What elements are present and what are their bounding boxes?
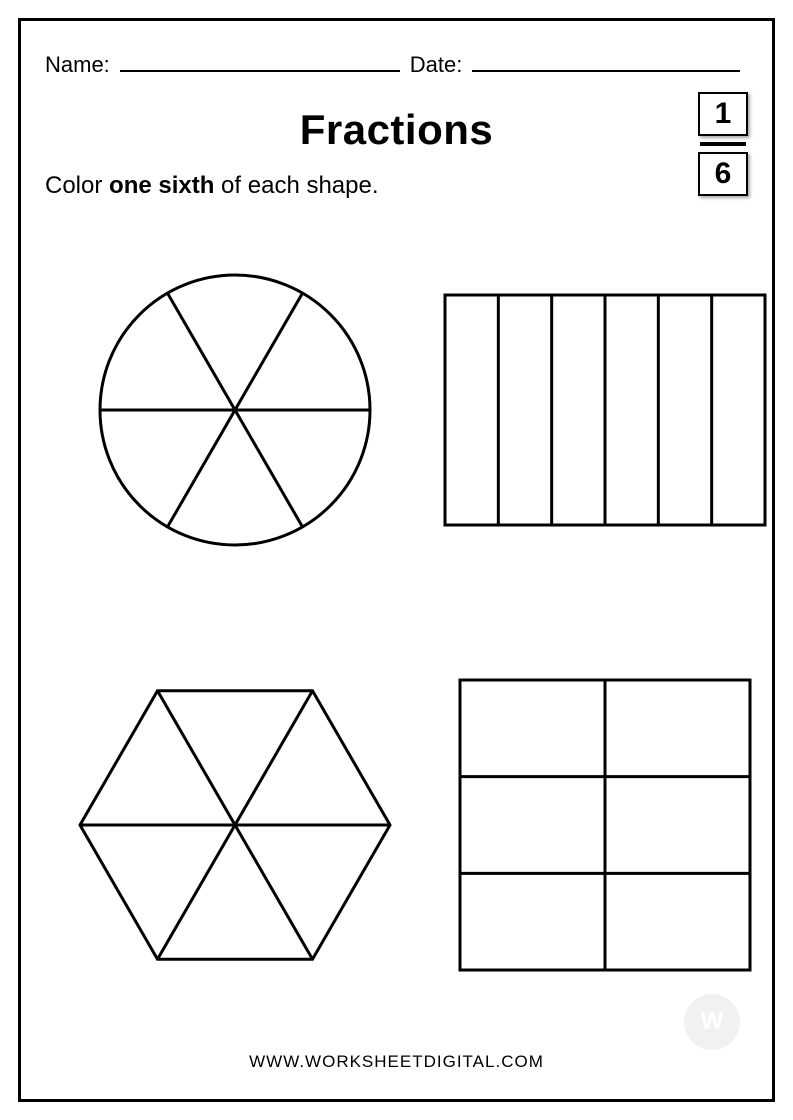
watermark-text: W <box>701 1008 724 1036</box>
fraction-bar <box>700 142 746 146</box>
instruction-bold: one sixth <box>109 172 214 199</box>
instruction-suffix: of each shape. <box>214 172 378 199</box>
title-row: Fractions 1 6 <box>45 106 748 154</box>
square-grid-svg <box>455 675 755 975</box>
shape-circle <box>70 260 400 560</box>
date-blank[interactable] <box>472 50 740 72</box>
date-label: Date: <box>410 52 463 78</box>
header-row: Name: Date: <box>45 50 748 78</box>
shape-rectangle <box>440 260 770 560</box>
name-label: Name: <box>45 52 110 78</box>
hexagon-svg <box>70 670 400 980</box>
instruction-prefix: Color <box>45 172 109 199</box>
instruction-text: Color one sixth of each shape. <box>45 172 748 200</box>
shape-hexagon <box>70 670 400 980</box>
worksheet-content: Name: Date: Fractions 1 6 Color one sixt… <box>45 40 748 1080</box>
shape-square-grid <box>440 670 770 980</box>
name-blank[interactable] <box>120 50 400 72</box>
shapes-grid <box>70 260 748 980</box>
rectangle-svg <box>440 290 770 530</box>
fraction-display: 1 6 <box>698 92 748 196</box>
worksheet-title: Fractions <box>45 106 748 154</box>
watermark-logo: W <box>684 994 740 1050</box>
fraction-numerator: 1 <box>698 92 748 136</box>
circle-svg <box>85 260 385 560</box>
fraction-denominator: 6 <box>698 152 748 196</box>
footer-url: WWW.WORKSHEETDIGITAL.COM <box>45 1052 748 1072</box>
